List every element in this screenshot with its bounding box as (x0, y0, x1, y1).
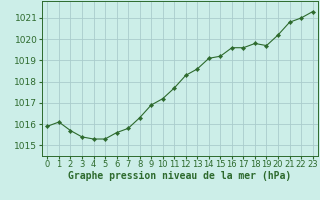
X-axis label: Graphe pression niveau de la mer (hPa): Graphe pression niveau de la mer (hPa) (68, 171, 292, 181)
